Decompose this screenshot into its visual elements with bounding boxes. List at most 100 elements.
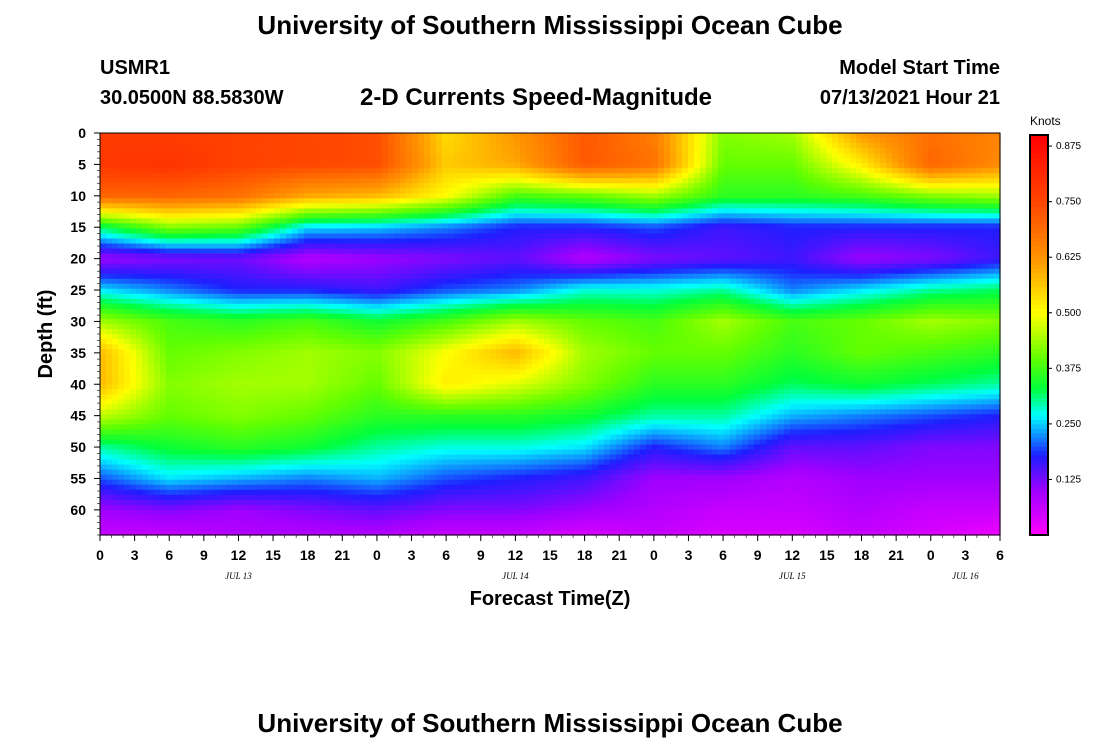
heatmap-cell	[598, 258, 605, 265]
heatmap-cell	[982, 133, 989, 139]
heatmap-cell	[352, 143, 359, 149]
heatmap-cell	[568, 193, 575, 199]
heatmap-cell	[652, 153, 659, 159]
heatmap-cell	[958, 138, 965, 144]
heatmap-cell	[568, 243, 575, 250]
heatmap-cell	[244, 268, 251, 275]
heatmap-cell	[730, 293, 737, 300]
heatmap-cell	[994, 268, 1001, 275]
heatmap-cell	[310, 258, 317, 265]
heatmap-cell	[256, 203, 263, 209]
heatmap-cell	[970, 168, 977, 174]
heatmap-cell	[814, 148, 821, 154]
heatmap-cell	[766, 288, 773, 295]
heatmap-cell	[508, 208, 515, 215]
heatmap-cell	[994, 263, 1001, 270]
heatmap-cell	[490, 203, 497, 209]
heatmap-cell	[238, 173, 245, 179]
heatmap-cell	[310, 168, 317, 174]
heatmap-cell	[826, 273, 833, 280]
heatmap-cell	[778, 193, 785, 199]
heatmap-cell	[850, 213, 857, 220]
heatmap-cell	[430, 238, 437, 245]
heatmap-cell	[190, 198, 197, 204]
heatmap-cell	[988, 213, 995, 220]
heatmap-cell	[922, 168, 929, 174]
heatmap-cell	[796, 258, 803, 265]
heatmap-cell	[124, 138, 131, 144]
heatmap-cell	[184, 153, 191, 159]
heatmap-cell	[778, 173, 785, 179]
heatmap-cell	[670, 278, 677, 285]
heatmap-cell	[178, 188, 185, 194]
heatmap-cell	[634, 178, 641, 184]
heatmap-cell	[592, 243, 599, 250]
heatmap-cell	[262, 223, 269, 230]
heatmap-cell	[784, 188, 791, 194]
heatmap-cell	[358, 208, 365, 215]
heatmap-cell	[748, 158, 755, 164]
heatmap-cell	[526, 288, 533, 295]
heatmap-cell	[364, 243, 371, 250]
heatmap-cell	[304, 233, 311, 240]
heatmap-cell	[904, 268, 911, 275]
heatmap-cell	[934, 168, 941, 174]
heatmap-cell	[136, 133, 143, 139]
heatmap-cell	[724, 178, 731, 184]
heatmap-cell	[736, 263, 743, 270]
heatmap-cell	[112, 293, 119, 300]
heatmap-cell	[676, 198, 683, 204]
heatmap-cell	[982, 163, 989, 169]
heatmap-cell	[124, 178, 131, 184]
heatmap-cell	[136, 208, 143, 215]
heatmap-cell	[682, 243, 689, 250]
heatmap-cell	[718, 158, 725, 164]
heatmap-cell	[514, 288, 521, 295]
heatmap-cell	[658, 233, 665, 240]
heatmap-cell	[154, 263, 161, 270]
heatmap-cell	[538, 173, 545, 179]
heatmap-cell	[628, 193, 635, 199]
heatmap-cell	[916, 268, 923, 275]
heatmap-cell	[724, 248, 731, 255]
heatmap-cell	[268, 133, 275, 139]
heatmap-cell	[154, 208, 161, 215]
heatmap-cell	[784, 228, 791, 235]
heatmap-cell	[778, 223, 785, 230]
heatmap-cell	[982, 258, 989, 265]
heatmap-cell	[958, 263, 965, 270]
heatmap-cell	[208, 183, 215, 189]
heatmap-cell	[658, 258, 665, 265]
heatmap-cell	[100, 253, 107, 260]
heatmap-cell	[826, 213, 833, 220]
heatmap-cell	[124, 218, 131, 225]
heatmap-cell	[850, 198, 857, 204]
heatmap-cell	[778, 278, 785, 285]
heatmap-cell	[934, 248, 941, 255]
heatmap-cell	[178, 218, 185, 225]
heatmap-cell	[184, 163, 191, 169]
heatmap-cell	[358, 258, 365, 265]
heatmap-cell	[376, 168, 383, 174]
heatmap-cell	[292, 178, 299, 184]
heatmap-cell	[916, 233, 923, 240]
heatmap-cell	[646, 238, 653, 245]
heatmap-cell	[994, 238, 1001, 245]
heatmap-cell	[250, 133, 257, 139]
heatmap-cell	[358, 248, 365, 255]
heatmap-cell	[208, 138, 215, 144]
heatmap-cell	[670, 253, 677, 260]
heatmap-cell	[148, 158, 155, 164]
heatmap-cell	[514, 138, 521, 144]
heatmap-cell	[976, 163, 983, 169]
heatmap-cell	[964, 268, 971, 275]
heatmap-cell	[268, 253, 275, 260]
heatmap-cell	[856, 163, 863, 169]
heatmap-cell	[868, 208, 875, 215]
heatmap-cell	[262, 278, 269, 285]
heatmap-cell	[940, 193, 947, 199]
heatmap-cell	[436, 143, 443, 149]
heatmap-cell	[862, 183, 869, 189]
heatmap-cell	[646, 143, 653, 149]
heatmap-cell	[388, 218, 395, 225]
